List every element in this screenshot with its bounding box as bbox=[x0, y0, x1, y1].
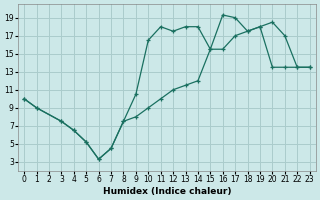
X-axis label: Humidex (Indice chaleur): Humidex (Indice chaleur) bbox=[103, 187, 231, 196]
